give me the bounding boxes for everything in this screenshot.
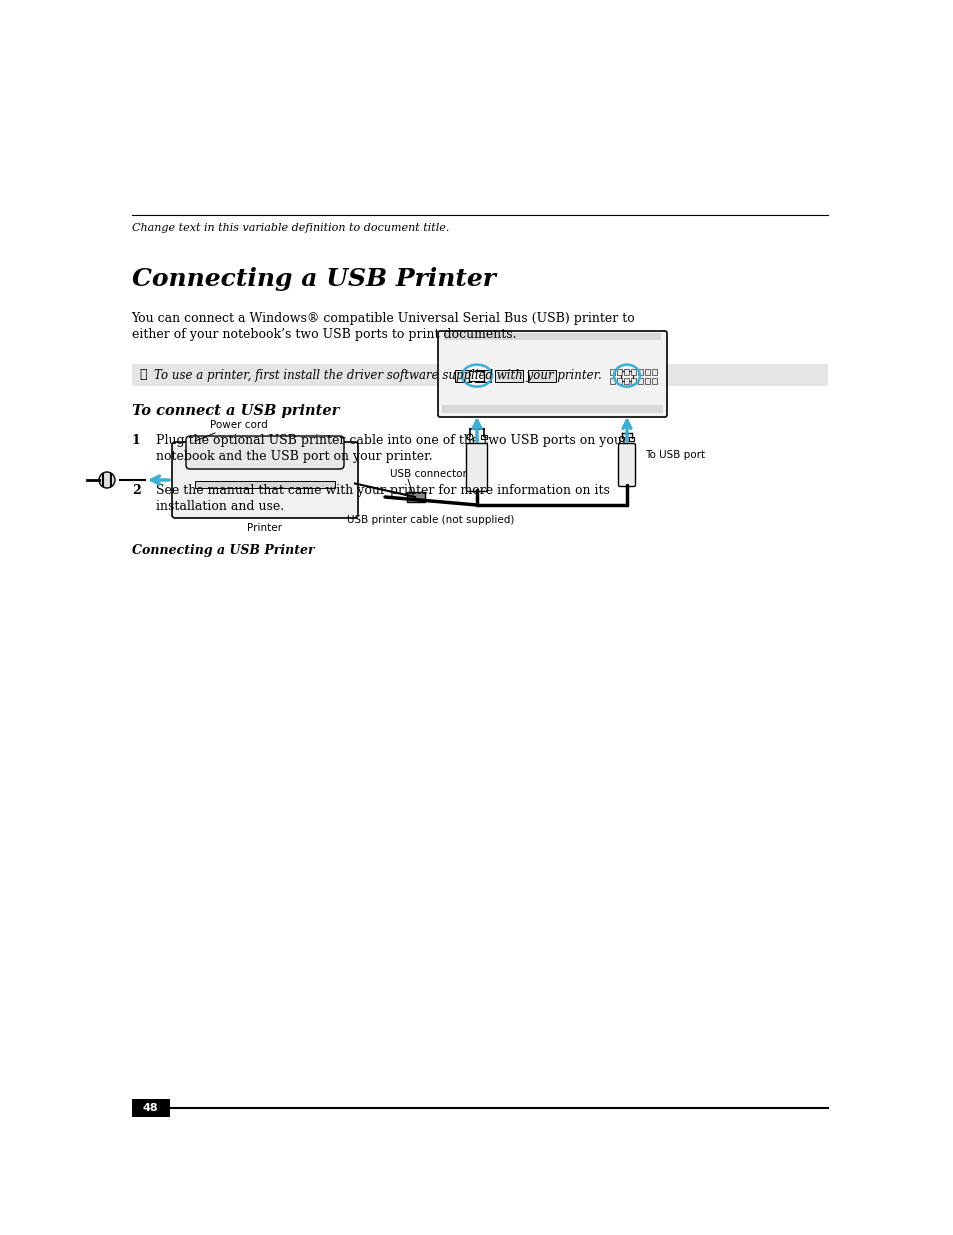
Bar	[617, 378, 621, 384]
Bar	[132, 1099, 170, 1116]
Text: Plug the optional USB printer cable into one of the two USB ports on your: Plug the optional USB printer cable into…	[155, 433, 627, 447]
Circle shape	[99, 472, 115, 488]
FancyBboxPatch shape	[437, 331, 666, 417]
Bar	[441, 405, 662, 412]
Bar	[628, 437, 634, 441]
Text: 48: 48	[143, 1103, 158, 1113]
Bar	[644, 378, 649, 384]
Text: To connect a USB printer: To connect a USB printer	[132, 404, 338, 417]
Bar	[609, 378, 615, 384]
Text: To use a printer, first install the driver software supplied with your printer.: To use a printer, first install the driv…	[153, 368, 600, 382]
Bar	[527, 369, 556, 382]
Text: 1: 1	[132, 433, 140, 447]
Bar	[638, 368, 642, 374]
Bar	[132, 364, 827, 387]
Text: ✒: ✒	[139, 368, 147, 382]
Bar	[495, 369, 522, 382]
Text: installation and use.: installation and use.	[155, 500, 283, 513]
Bar	[620, 370, 633, 380]
Bar	[469, 370, 484, 380]
Bar	[480, 435, 486, 438]
Bar	[638, 378, 642, 384]
Bar	[623, 378, 628, 384]
Text: Power cord: Power cord	[210, 420, 268, 430]
Bar	[623, 368, 628, 374]
Bar	[630, 368, 636, 374]
Bar	[407, 492, 424, 501]
Circle shape	[467, 433, 473, 440]
Text: USB connector: USB connector	[390, 469, 466, 479]
FancyBboxPatch shape	[618, 443, 635, 487]
Bar	[651, 378, 657, 384]
Text: Connecting a USB Printer: Connecting a USB Printer	[132, 267, 495, 291]
Bar	[194, 480, 335, 488]
Bar	[651, 368, 657, 374]
Text: notebook and the USB port on your printer.: notebook and the USB port on your printe…	[155, 450, 432, 463]
Text: either of your notebook’s two USB ports to print documents.: either of your notebook’s two USB ports …	[132, 329, 516, 341]
Text: See the manual that came with your printer for more information on its: See the manual that came with your print…	[155, 484, 609, 496]
Bar	[644, 368, 649, 374]
Bar	[609, 368, 615, 374]
Bar	[443, 333, 660, 340]
Text: Change text in this variable definition to document title.: Change text in this variable definition …	[132, 224, 449, 233]
Text: You can connect a Windows® compatible Universal Serial Bus (USB) printer to: You can connect a Windows® compatible Un…	[132, 312, 635, 325]
Text: Printer: Printer	[247, 522, 282, 534]
FancyBboxPatch shape	[186, 436, 344, 469]
Bar	[617, 368, 621, 374]
Bar	[630, 378, 636, 384]
Bar	[475, 369, 491, 382]
FancyBboxPatch shape	[172, 442, 357, 517]
Text: To USB port: To USB port	[644, 450, 704, 459]
FancyBboxPatch shape	[466, 443, 487, 492]
Text: USB printer cable (not supplied): USB printer cable (not supplied)	[347, 515, 515, 525]
Text: 2: 2	[132, 484, 140, 496]
Circle shape	[618, 436, 624, 441]
Text: Connecting a USB Printer: Connecting a USB Printer	[132, 543, 314, 557]
Bar	[455, 369, 471, 382]
